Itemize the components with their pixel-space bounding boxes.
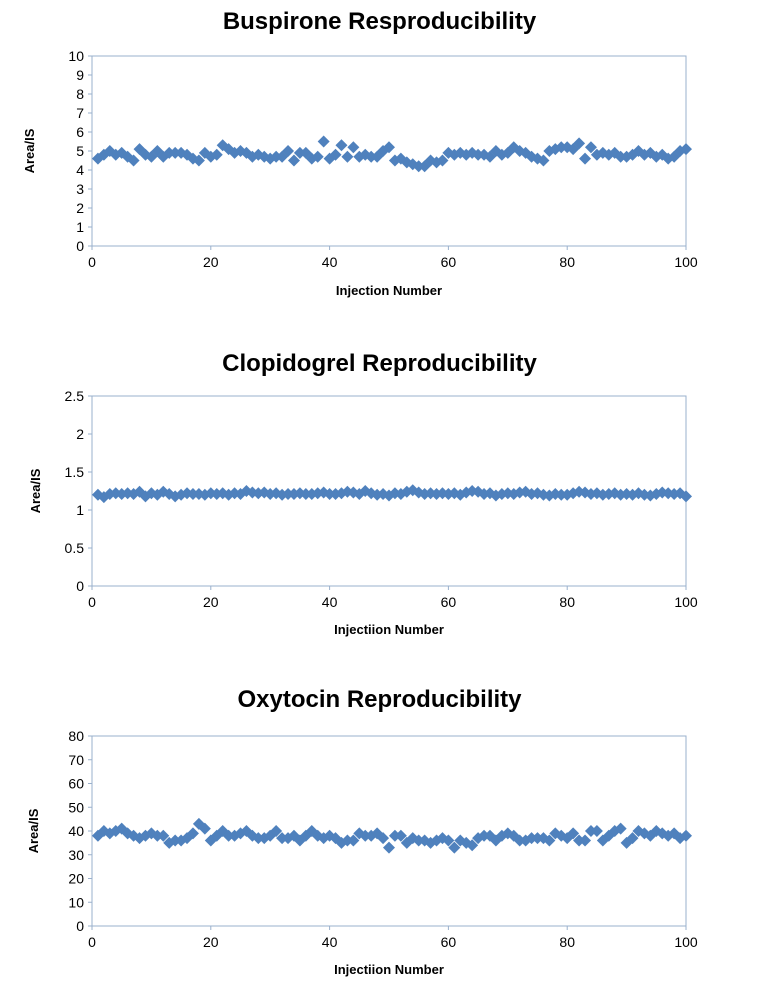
data-point	[186, 827, 199, 840]
y-tick-label: 8	[76, 86, 84, 102]
data-point	[680, 143, 692, 156]
y-tick-label: 80	[68, 728, 84, 744]
data-point	[584, 141, 597, 154]
y-tick-label: 70	[68, 752, 84, 768]
y-tick-label: 6	[76, 124, 84, 140]
data-point	[157, 829, 170, 842]
y-tick-label: 10	[68, 894, 84, 910]
data-point	[590, 825, 603, 837]
y-tick-label: 4	[76, 162, 84, 178]
x-axis-label: Injection Number	[336, 283, 442, 298]
data-point	[567, 827, 580, 840]
x-tick-label: 60	[441, 594, 457, 610]
data-point	[335, 139, 348, 152]
chart-title: Clopidogrel Reproducibility	[222, 350, 537, 377]
chart-clopidogrel: 0 0.5 1 1.5 2 2.5 0 20 40 60 80 100 Injectiion Numbe…	[28, 388, 698, 637]
y-tick-label: 9	[76, 67, 84, 83]
data-point	[436, 154, 449, 167]
x-tick-label: 20	[203, 254, 219, 270]
x-tick-label: 0	[88, 254, 96, 270]
data-point	[537, 154, 550, 167]
data-point	[383, 141, 395, 154]
data-point	[317, 135, 330, 148]
y-tick-label: 2.5	[65, 388, 85, 404]
y-tick-label: 40	[68, 823, 84, 839]
y-tick-label: 0	[76, 918, 84, 934]
y-tick-label: 0	[76, 238, 84, 254]
y-tick-label: 1	[76, 219, 84, 235]
data-point	[394, 829, 407, 842]
data-point	[466, 839, 479, 852]
data-point	[347, 141, 360, 154]
data-point	[127, 154, 140, 167]
y-tick-label: 0.5	[65, 540, 85, 556]
x-tick-label: 80	[559, 594, 575, 610]
y-tick-label: 1	[76, 502, 84, 518]
data-point	[579, 152, 592, 165]
data-point	[347, 834, 360, 847]
y-tick-label: 2	[76, 200, 84, 216]
x-tick-label: 60	[441, 934, 457, 950]
y-tick-label: 1.5	[65, 464, 85, 480]
x-tick-label: 80	[559, 254, 575, 270]
x-tick-label: 0	[88, 934, 96, 950]
chart-panel-buspirone: Buspirone Resproducibility 0 1 2 3 4 5 6 7 8 9 10 0…	[0, 0, 759, 310]
data-point	[442, 834, 455, 847]
y-tick-label: 3	[76, 181, 84, 197]
data-point	[341, 150, 354, 163]
data-point	[282, 145, 295, 157]
x-tick-label: 100	[674, 934, 698, 950]
x-tick-label: 60	[441, 254, 457, 270]
x-tick-label: 80	[559, 934, 575, 950]
chart-title: Oxytocin Reproducibility	[237, 686, 522, 713]
data-point	[543, 834, 556, 847]
x-tick-label: 40	[322, 254, 338, 270]
y-tick-label: 7	[76, 105, 84, 121]
y-tick-label: 60	[68, 776, 84, 792]
y-tick-label: 5	[76, 143, 84, 159]
x-tick-label: 20	[203, 934, 219, 950]
y-tick-label: 30	[68, 847, 84, 863]
x-tick-label: 0	[88, 594, 96, 610]
data-point	[287, 154, 300, 167]
x-tick-label: 40	[322, 594, 338, 610]
data-point	[680, 829, 692, 842]
data-point	[377, 832, 390, 845]
y-axis-label: Area/IS	[26, 808, 41, 853]
data-point	[192, 154, 205, 167]
data-point	[329, 148, 342, 161]
data-point	[311, 150, 324, 163]
data-point	[579, 834, 592, 847]
data-point	[448, 841, 461, 854]
y-tick-label: 20	[68, 871, 84, 887]
chart-panel-clopidogrel: Clopidogrel Reproducibility 0 0.5 1 1.5 2 2.5…	[28, 350, 698, 637]
y-axis-label: Area/IS	[22, 128, 37, 173]
data-point	[680, 490, 692, 503]
data-point	[383, 841, 395, 854]
x-tick-label: 100	[674, 594, 698, 610]
data-point	[573, 137, 586, 150]
x-axis-label: Injectiion Number	[334, 622, 444, 637]
x-tick-label: 100	[674, 254, 698, 270]
data-point	[626, 832, 639, 845]
chart-title: Buspirone Resproducibility	[222, 8, 537, 35]
y-tick-label: 0	[76, 578, 84, 594]
x-tick-label: 20	[203, 594, 219, 610]
data-point	[270, 825, 283, 837]
x-axis-label: Injectiion Number	[334, 962, 444, 977]
data-point	[198, 822, 211, 835]
y-axis-label: Area/IS	[28, 468, 43, 513]
y-tick-label: 10	[68, 48, 84, 64]
x-tick-label: 40	[322, 934, 338, 950]
y-tick-label: 50	[68, 799, 84, 815]
y-tick-label: 2	[76, 426, 84, 442]
data-point	[210, 148, 223, 161]
data-point	[614, 822, 627, 835]
